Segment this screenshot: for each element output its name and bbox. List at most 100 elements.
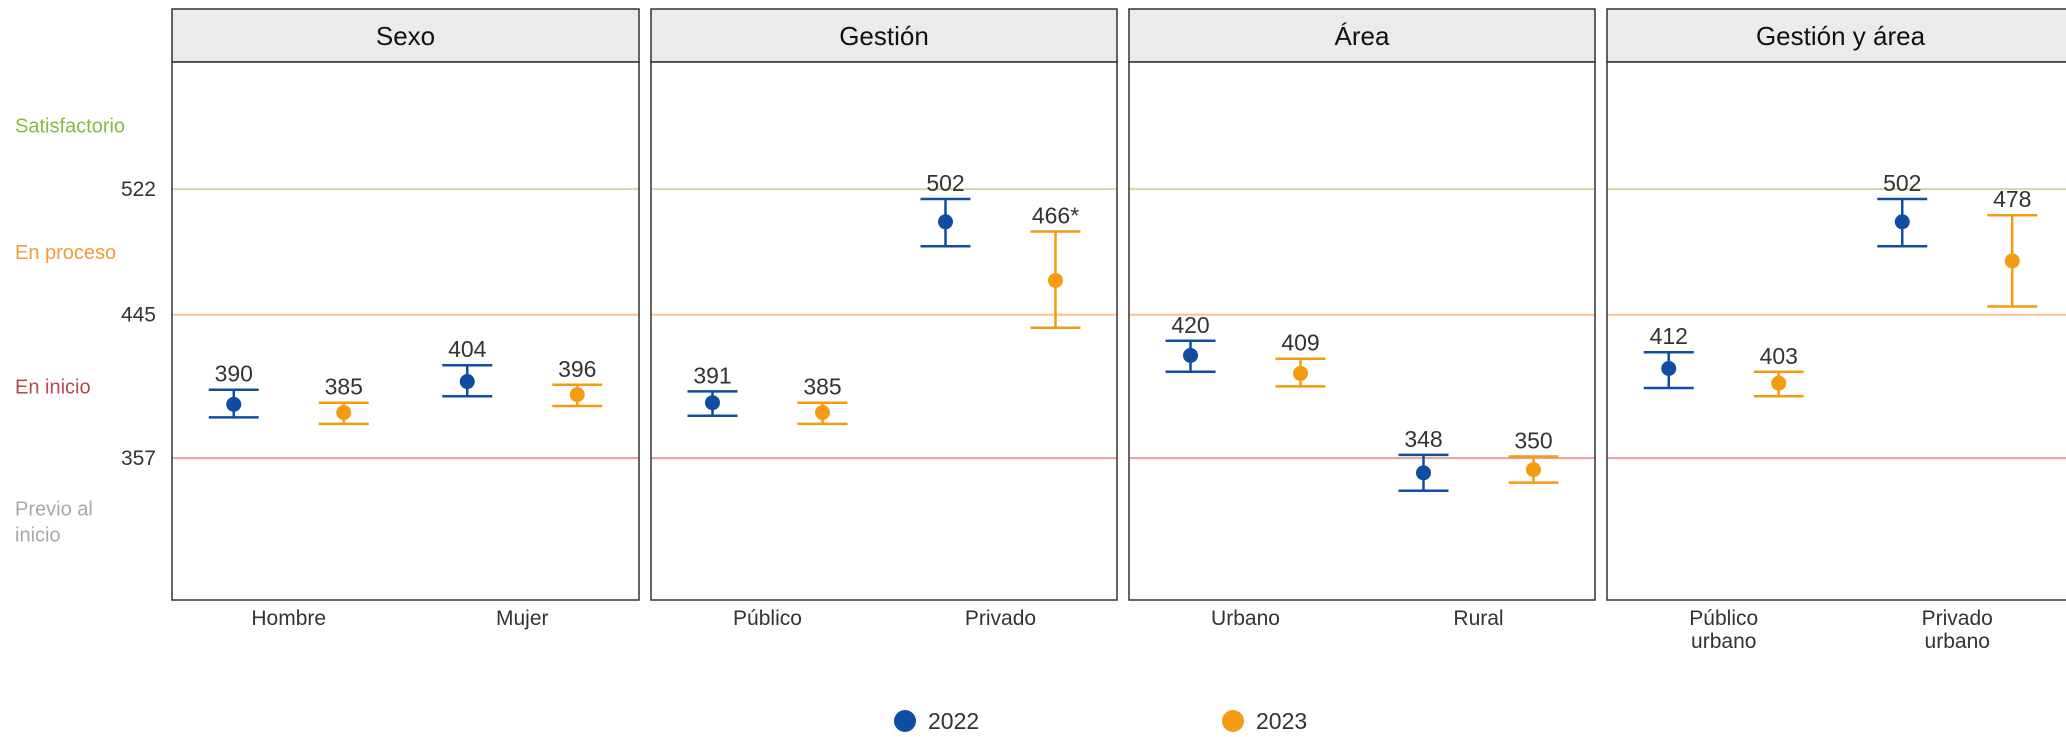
y-tick-label-1: 445 bbox=[121, 304, 156, 327]
y-tick-label-2: 357 bbox=[121, 447, 156, 470]
category-label-line: Privado bbox=[1922, 607, 1993, 630]
data-point bbox=[938, 214, 953, 230]
panel-2: Área 420 409 Urbano 348 350 Rural bbox=[1128, 8, 1596, 630]
plot-border bbox=[171, 61, 640, 601]
value-label: 404 bbox=[448, 336, 487, 362]
category-label: Privado bbox=[965, 607, 1036, 630]
error-bar-2023: 478 bbox=[1987, 186, 2038, 308]
level-label-line: Satisfactorio bbox=[15, 116, 125, 138]
legend-swatch bbox=[1222, 710, 1244, 732]
panel-title: Gestión y área bbox=[1756, 21, 1926, 51]
plot-border bbox=[650, 61, 1118, 601]
category-label-line: Mujer bbox=[496, 607, 549, 630]
value-label: 396 bbox=[558, 356, 596, 382]
value-label: 390 bbox=[215, 361, 253, 387]
error-bar-2022: 390 bbox=[208, 361, 259, 419]
value-label: 420 bbox=[1171, 312, 1209, 338]
value-label: 385 bbox=[325, 374, 363, 400]
value-label: 466* bbox=[1032, 203, 1079, 229]
category-label: Público urbano bbox=[1689, 607, 1758, 653]
y-tick-label-0: 522 bbox=[121, 178, 156, 201]
panel-title: Sexo bbox=[376, 21, 435, 51]
panel-1: Gestión 391 385 Público 502 466* Privado bbox=[650, 8, 1118, 630]
error-bar-2023: 385 bbox=[318, 374, 369, 426]
data-point bbox=[1416, 465, 1431, 481]
value-label: 478 bbox=[1993, 186, 2031, 212]
plot-area bbox=[1129, 62, 1595, 600]
category-label: Hombre bbox=[251, 607, 326, 630]
value-label: 348 bbox=[1404, 426, 1442, 452]
category-label-line: Público bbox=[733, 607, 802, 630]
category-label: Rural bbox=[1453, 607, 1503, 630]
value-label: 391 bbox=[693, 362, 731, 388]
category-label-line: Público bbox=[1689, 607, 1758, 630]
panel-title: Gestión bbox=[839, 21, 929, 51]
level-label-line: En proceso bbox=[15, 242, 116, 264]
error-bar-2022: 348 bbox=[1398, 426, 1449, 493]
legend-swatch bbox=[894, 710, 916, 732]
data-point bbox=[569, 387, 585, 403]
error-bar-2023: 409 bbox=[1275, 330, 1326, 388]
category-label: Público bbox=[733, 607, 802, 630]
error-bar-2023: 350 bbox=[1508, 428, 1559, 484]
data-point bbox=[336, 405, 352, 421]
panel-header bbox=[1606, 8, 2066, 63]
level-label-3: Previo al inicio bbox=[15, 499, 93, 547]
data-point bbox=[1183, 347, 1198, 363]
error-bar-2022: 391 bbox=[687, 362, 738, 418]
plot-area bbox=[651, 62, 1117, 600]
error-bar-2022: 502 bbox=[920, 170, 971, 248]
data-point bbox=[459, 374, 475, 390]
level-label-line: inicio bbox=[15, 525, 61, 547]
panel-header bbox=[171, 8, 640, 63]
level-label-line: En inicio bbox=[15, 376, 91, 398]
value-label: 350 bbox=[1514, 428, 1552, 454]
level-label-line: Previo al bbox=[15, 499, 93, 521]
category-label-line: Hombre bbox=[251, 607, 326, 630]
data-point bbox=[1894, 214, 1910, 230]
value-label: 385 bbox=[803, 374, 841, 400]
level-label-1: En proceso bbox=[15, 242, 116, 264]
category-label-line: Urbano bbox=[1211, 607, 1280, 630]
value-label: 502 bbox=[926, 170, 964, 196]
legend-label: 2023 bbox=[1256, 708, 1307, 734]
panel-0: Sexo 390 385 Hombre 404 396 Mujer bbox=[171, 8, 640, 630]
plot-border bbox=[1128, 61, 1596, 601]
data-point bbox=[1526, 462, 1541, 478]
error-bar-2023: 396 bbox=[552, 356, 603, 408]
level-label-0: Satisfactorio bbox=[15, 116, 125, 138]
error-bar-2023: 385 bbox=[797, 374, 848, 426]
data-point bbox=[1771, 375, 1787, 391]
category-label-line: Rural bbox=[1453, 607, 1503, 630]
data-point bbox=[1293, 365, 1308, 381]
data-point bbox=[226, 396, 242, 412]
data-point bbox=[705, 395, 720, 411]
error-bar-2022: 420 bbox=[1165, 312, 1216, 374]
category-label: Mujer bbox=[496, 607, 549, 630]
level-label-2: En inicio bbox=[15, 376, 91, 398]
plot-area bbox=[172, 62, 639, 600]
panel-header bbox=[650, 8, 1118, 63]
category-label-line: urbano bbox=[1925, 630, 1990, 653]
legend-item-2023: 2023 bbox=[1222, 708, 1307, 734]
data-point bbox=[1661, 360, 1677, 376]
data-point bbox=[815, 405, 830, 421]
value-label: 412 bbox=[1650, 323, 1688, 349]
legend-item-2022: 2022 bbox=[894, 708, 979, 734]
error-bar-2022: 404 bbox=[442, 336, 493, 398]
legend-label: 2022 bbox=[928, 708, 979, 734]
value-label: 403 bbox=[1760, 343, 1798, 369]
plot-border bbox=[1606, 61, 2066, 601]
category-label-line: urbano bbox=[1691, 630, 1756, 653]
error-bar-2023: 466* bbox=[1030, 203, 1081, 329]
panel-header bbox=[1128, 8, 1596, 63]
value-label: 502 bbox=[1883, 170, 1921, 196]
panel-title: Área bbox=[1335, 21, 1390, 51]
category-label: Urbano bbox=[1211, 607, 1280, 630]
value-label: 409 bbox=[1281, 330, 1319, 356]
data-point bbox=[1048, 272, 1063, 288]
category-label-line: Privado bbox=[965, 607, 1036, 630]
category-label: Privado urbano bbox=[1922, 607, 1993, 653]
